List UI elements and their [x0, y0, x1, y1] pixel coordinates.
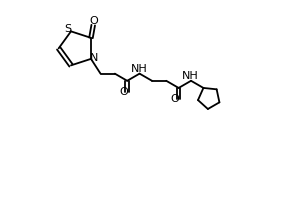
- Text: O: O: [171, 94, 179, 104]
- Text: O: O: [119, 87, 128, 97]
- Text: N: N: [90, 53, 98, 63]
- Text: NH: NH: [130, 64, 147, 74]
- Text: O: O: [89, 16, 98, 26]
- Text: NH: NH: [182, 71, 199, 81]
- Text: S: S: [64, 24, 71, 34]
